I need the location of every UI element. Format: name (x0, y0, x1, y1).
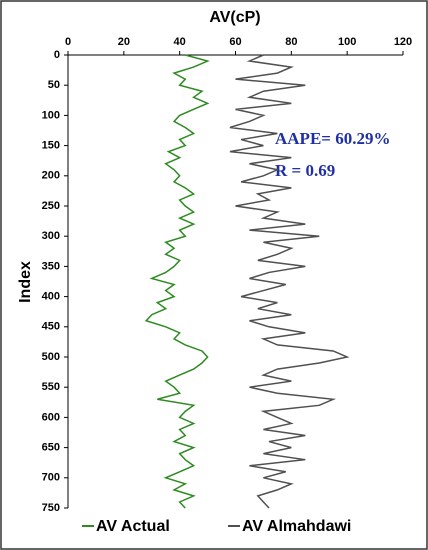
series-line (229, 54, 350, 509)
x-tick-label: 80 (285, 36, 297, 48)
x-tick-label: 100 (338, 36, 356, 48)
y-tick-label: 600 (42, 411, 60, 423)
x-tick-label: 40 (174, 36, 186, 48)
y-tick-label: 350 (42, 260, 60, 272)
y-tick-label: 450 (42, 321, 60, 333)
annotation: AAPE= 60.29% (275, 129, 390, 148)
y-axis-label: Index (17, 261, 34, 303)
x-tick-label: 20 (118, 36, 130, 48)
series-line (144, 54, 210, 509)
y-tick-label: 300 (42, 230, 60, 242)
y-tick-label: 500 (42, 351, 60, 363)
x-tick-label: 0 (65, 36, 71, 48)
x-tick-label: 60 (229, 36, 241, 48)
y-tick-label: 750 (42, 502, 60, 514)
y-tick-label: 400 (42, 291, 60, 303)
y-tick-label: 700 (42, 472, 60, 484)
y-tick-label: 650 (42, 442, 60, 454)
y-tick-label: 550 (42, 381, 60, 393)
legend-label: AV Almahdawi (242, 518, 351, 535)
y-tick-label: 50 (48, 79, 60, 91)
y-tick-label: 100 (42, 109, 60, 121)
legend-label: AV Actual (96, 518, 170, 535)
annotation: R = 0.69 (275, 161, 335, 180)
y-tick-label: 250 (42, 200, 60, 212)
y-tick-label: 200 (42, 170, 60, 182)
y-tick-label: 0 (54, 49, 60, 61)
x-axis-label: AV(cP) (209, 9, 260, 26)
y-tick-label: 150 (42, 140, 60, 152)
x-tick-label: 120 (394, 36, 412, 48)
